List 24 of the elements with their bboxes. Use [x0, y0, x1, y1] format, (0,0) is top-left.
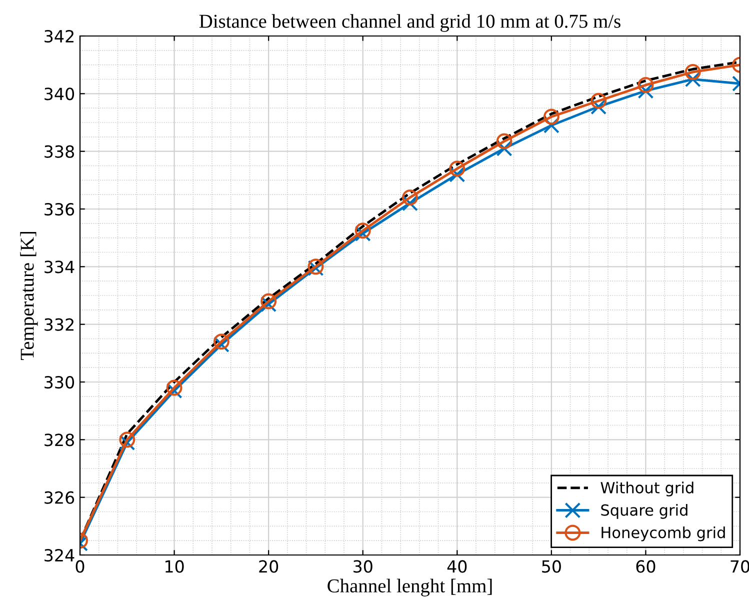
x-tick-label: 10 — [166, 560, 184, 573]
legend-label: Honeycomb grid — [602, 526, 725, 542]
legend-label: Square grid — [601, 504, 688, 519]
chart-title: Distance between channel and grid 10 mm at 0.75 m/s — [199, 14, 620, 32]
y-tick-label: 334 — [44, 260, 74, 274]
y-tick-label: 330 — [44, 376, 74, 389]
y-tick-label: 328 — [44, 434, 74, 446]
y-tick-label: 336 — [44, 202, 74, 216]
x-tick-label: 50 — [542, 560, 561, 573]
x-tick-label: 30 — [354, 560, 372, 573]
legend-label: Without grid — [600, 482, 694, 496]
x-axis-title: Channel lenght [mm] — [328, 578, 492, 596]
y-tick-label: 338 — [44, 145, 74, 158]
y-tick-label: 326 — [44, 491, 74, 504]
x-tick-label: 70 — [730, 560, 749, 573]
y-tick-label: 332 — [44, 318, 74, 331]
y-tick-label: 342 — [44, 30, 74, 43]
y-tick-label: 324 — [44, 548, 74, 562]
y-tick-label: 340 — [44, 88, 74, 100]
x-tick-label: 60 — [636, 560, 656, 573]
y-axis-title: Temperature [K] — [20, 232, 38, 360]
x-tick-label: 20 — [259, 560, 278, 573]
x-tick-label: 0 — [76, 560, 84, 573]
x-tick-label: 40 — [447, 560, 467, 573]
